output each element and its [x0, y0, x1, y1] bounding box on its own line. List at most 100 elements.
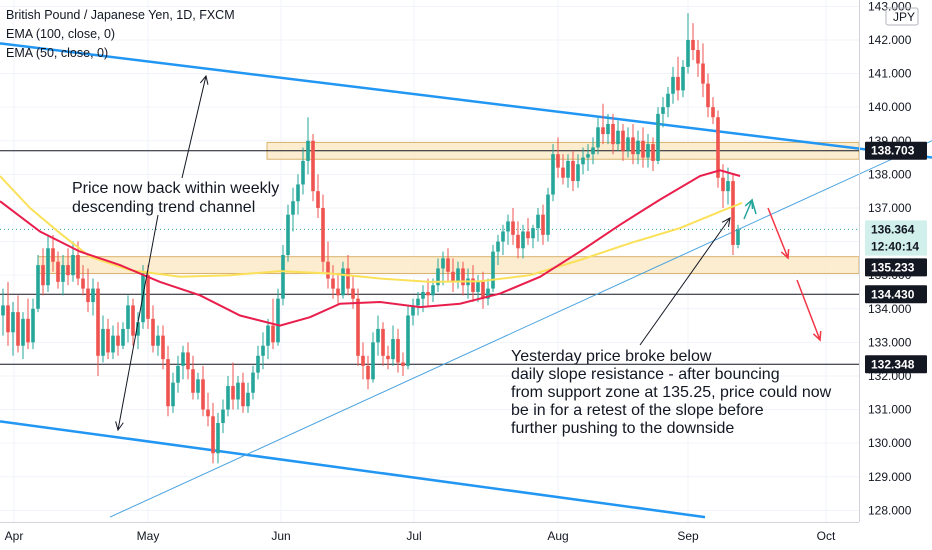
candle[interactable] [641, 127, 645, 168]
candle[interactable] [611, 113, 615, 155]
candle[interactable] [86, 268, 90, 313]
candle[interactable] [51, 234, 55, 272]
candle[interactable] [286, 204, 290, 262]
candle[interactable] [266, 318, 270, 360]
candle[interactable] [186, 342, 190, 380]
candle[interactable] [151, 305, 155, 353]
candle[interactable] [391, 325, 395, 366]
candle[interactable] [461, 261, 465, 296]
candle[interactable] [606, 113, 610, 145]
candle[interactable] [416, 291, 420, 316]
candle[interactable] [226, 375, 230, 417]
candle[interactable] [316, 174, 320, 219]
candle[interactable] [336, 275, 340, 306]
candle[interactable] [231, 362, 235, 410]
candle[interactable] [411, 298, 415, 326]
candle[interactable] [406, 305, 410, 370]
candle[interactable] [176, 355, 180, 393]
candle[interactable] [506, 214, 510, 245]
candle[interactable] [166, 345, 170, 417]
candle[interactable] [656, 107, 660, 165]
candle[interactable] [1, 288, 5, 336]
candle[interactable] [6, 281, 10, 346]
candle[interactable] [591, 137, 595, 165]
candle[interactable] [651, 137, 655, 171]
candle[interactable] [216, 412, 220, 464]
candle[interactable] [341, 261, 345, 299]
candle[interactable] [601, 103, 605, 145]
candle[interactable] [291, 187, 295, 232]
candle[interactable] [156, 325, 160, 356]
candle[interactable] [556, 137, 560, 178]
candle[interactable] [241, 372, 245, 413]
candle[interactable] [36, 255, 40, 313]
candle[interactable] [376, 315, 380, 356]
candle[interactable] [661, 97, 665, 128]
candle[interactable] [501, 224, 505, 255]
candle[interactable] [736, 224, 740, 249]
candle[interactable] [451, 258, 455, 292]
candle[interactable] [441, 251, 445, 286]
candle[interactable] [646, 134, 650, 168]
candle[interactable] [546, 187, 550, 242]
candle[interactable] [11, 302, 15, 356]
candle[interactable] [701, 43, 705, 98]
candle[interactable] [731, 174, 735, 255]
candle[interactable] [16, 295, 20, 353]
candle[interactable] [321, 194, 325, 272]
candle[interactable] [386, 345, 390, 370]
candle[interactable] [516, 221, 520, 259]
candle[interactable] [281, 244, 285, 306]
candle[interactable] [551, 144, 555, 202]
candle[interactable] [396, 328, 400, 373]
ema100-legend[interactable]: EMA (100, close, 0) [6, 27, 116, 41]
candle[interactable] [536, 207, 540, 242]
candle[interactable] [256, 345, 260, 380]
candle[interactable] [121, 322, 125, 350]
candle[interactable] [361, 342, 365, 380]
candle[interactable] [331, 265, 335, 299]
candle[interactable] [566, 154, 570, 188]
candle[interactable] [496, 234, 500, 266]
candle[interactable] [711, 97, 715, 124]
candle[interactable] [706, 73, 710, 118]
candle[interactable] [371, 332, 375, 383]
candle[interactable] [571, 150, 575, 192]
candle[interactable] [306, 117, 310, 175]
candle[interactable] [491, 244, 495, 292]
candle[interactable] [596, 117, 600, 155]
candle[interactable] [41, 248, 45, 296]
candle[interactable] [101, 315, 105, 363]
candle[interactable] [21, 312, 25, 360]
candle[interactable] [211, 402, 215, 464]
candle[interactable] [531, 224, 535, 249]
candle[interactable] [691, 23, 695, 61]
candle[interactable] [136, 312, 140, 350]
candle[interactable] [726, 167, 730, 205]
candle[interactable] [446, 248, 450, 282]
candle[interactable] [681, 60, 685, 98]
candle[interactable] [576, 154, 580, 188]
candle[interactable] [31, 298, 35, 350]
candle[interactable] [521, 224, 525, 259]
candle[interactable] [436, 258, 440, 292]
candle[interactable] [456, 261, 460, 289]
candle[interactable] [46, 234, 50, 292]
candle[interactable] [631, 123, 635, 165]
candle[interactable] [246, 382, 250, 413]
candle[interactable] [116, 322, 120, 356]
candle[interactable] [366, 355, 370, 390]
candle[interactable] [476, 275, 480, 303]
ema50-legend[interactable]: EMA (50, close, 0) [6, 46, 109, 60]
candle[interactable] [421, 285, 425, 313]
candle[interactable] [626, 127, 630, 158]
candle[interactable] [426, 278, 430, 306]
candle[interactable] [76, 241, 80, 286]
candle[interactable] [616, 120, 620, 151]
candle[interactable] [621, 123, 625, 161]
candle[interactable] [561, 154, 565, 185]
candle[interactable] [696, 39, 700, 77]
candle[interactable] [636, 130, 640, 165]
candle[interactable] [471, 265, 475, 303]
candle[interactable] [526, 218, 530, 245]
